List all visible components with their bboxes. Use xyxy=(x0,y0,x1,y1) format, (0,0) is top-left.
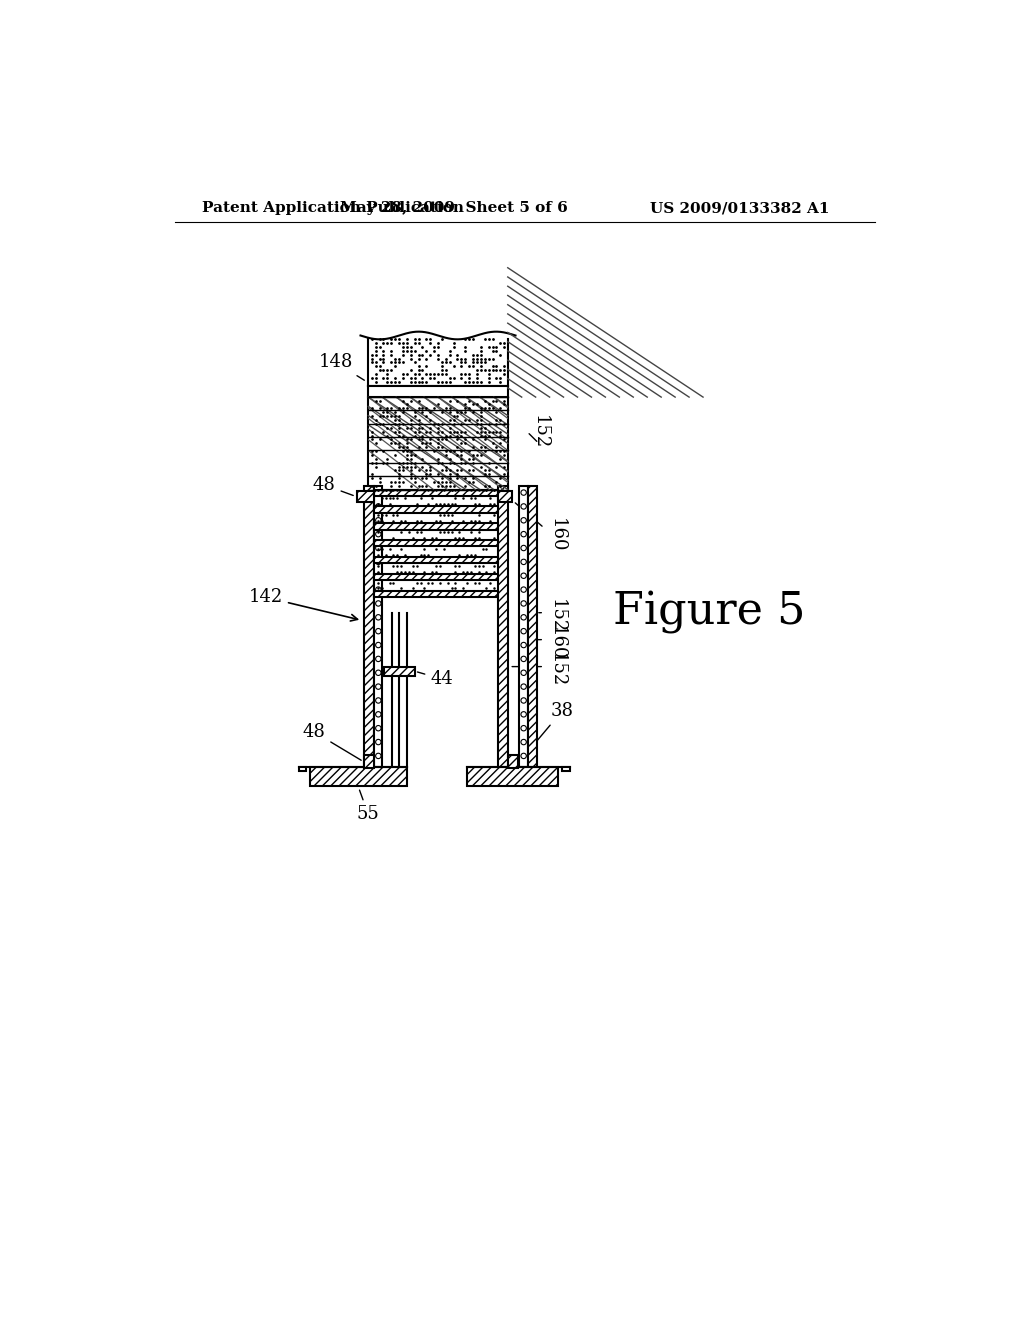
Bar xyxy=(508,755,518,768)
Bar xyxy=(369,397,508,490)
Bar xyxy=(369,397,508,490)
Bar xyxy=(369,335,508,385)
Bar xyxy=(498,486,508,767)
Bar xyxy=(365,486,375,767)
Bar xyxy=(369,397,508,490)
Bar xyxy=(369,397,508,490)
Bar xyxy=(356,491,375,502)
Bar xyxy=(369,397,508,490)
Bar xyxy=(467,767,558,785)
Text: US 2009/0133382 A1: US 2009/0133382 A1 xyxy=(650,202,830,215)
Bar xyxy=(375,490,498,496)
Text: 152: 152 xyxy=(531,414,549,449)
Bar xyxy=(369,397,508,490)
Bar xyxy=(375,507,498,512)
Bar xyxy=(369,397,508,490)
Bar xyxy=(369,397,508,490)
Bar xyxy=(375,591,498,598)
Text: 152: 152 xyxy=(548,599,566,634)
Text: 152: 152 xyxy=(548,653,566,688)
Text: 44: 44 xyxy=(418,671,453,688)
Bar xyxy=(369,397,508,490)
Bar xyxy=(369,397,508,490)
Bar xyxy=(369,397,508,490)
Bar xyxy=(528,486,538,767)
Bar xyxy=(369,397,508,490)
Bar xyxy=(369,397,508,490)
Text: Figure 5: Figure 5 xyxy=(613,591,806,635)
Bar xyxy=(369,397,508,490)
Bar xyxy=(369,397,508,490)
Bar xyxy=(369,397,508,490)
Bar xyxy=(299,767,306,771)
Bar xyxy=(369,397,508,490)
Bar xyxy=(369,397,508,490)
Bar xyxy=(369,397,508,490)
Text: 48: 48 xyxy=(303,723,361,760)
Bar xyxy=(369,397,508,490)
Bar xyxy=(369,397,508,490)
Bar xyxy=(562,767,569,771)
Bar xyxy=(369,397,508,490)
Bar xyxy=(519,486,528,767)
Text: 142: 142 xyxy=(249,589,357,620)
Text: Patent Application Publication: Patent Application Publication xyxy=(202,202,464,215)
Bar xyxy=(498,491,512,502)
Bar xyxy=(365,755,375,768)
Text: 55: 55 xyxy=(357,791,380,824)
Bar xyxy=(369,397,508,490)
Bar xyxy=(369,397,508,490)
Text: 48: 48 xyxy=(312,477,353,495)
Bar xyxy=(375,557,498,564)
Text: May 28, 2009  Sheet 5 of 6: May 28, 2009 Sheet 5 of 6 xyxy=(340,202,567,215)
Bar xyxy=(375,524,498,529)
Bar xyxy=(375,574,498,581)
Bar xyxy=(369,397,508,490)
Text: 148: 148 xyxy=(318,354,365,380)
Bar xyxy=(369,397,508,490)
Bar xyxy=(310,767,407,785)
Bar xyxy=(375,540,498,546)
Bar xyxy=(375,486,382,767)
Text: 38: 38 xyxy=(521,702,573,759)
Bar xyxy=(384,667,415,676)
Bar xyxy=(369,397,508,490)
Bar xyxy=(369,385,508,397)
Text: 160: 160 xyxy=(548,626,566,661)
Bar xyxy=(369,397,508,490)
Text: 160: 160 xyxy=(548,519,566,553)
Bar xyxy=(369,397,508,490)
